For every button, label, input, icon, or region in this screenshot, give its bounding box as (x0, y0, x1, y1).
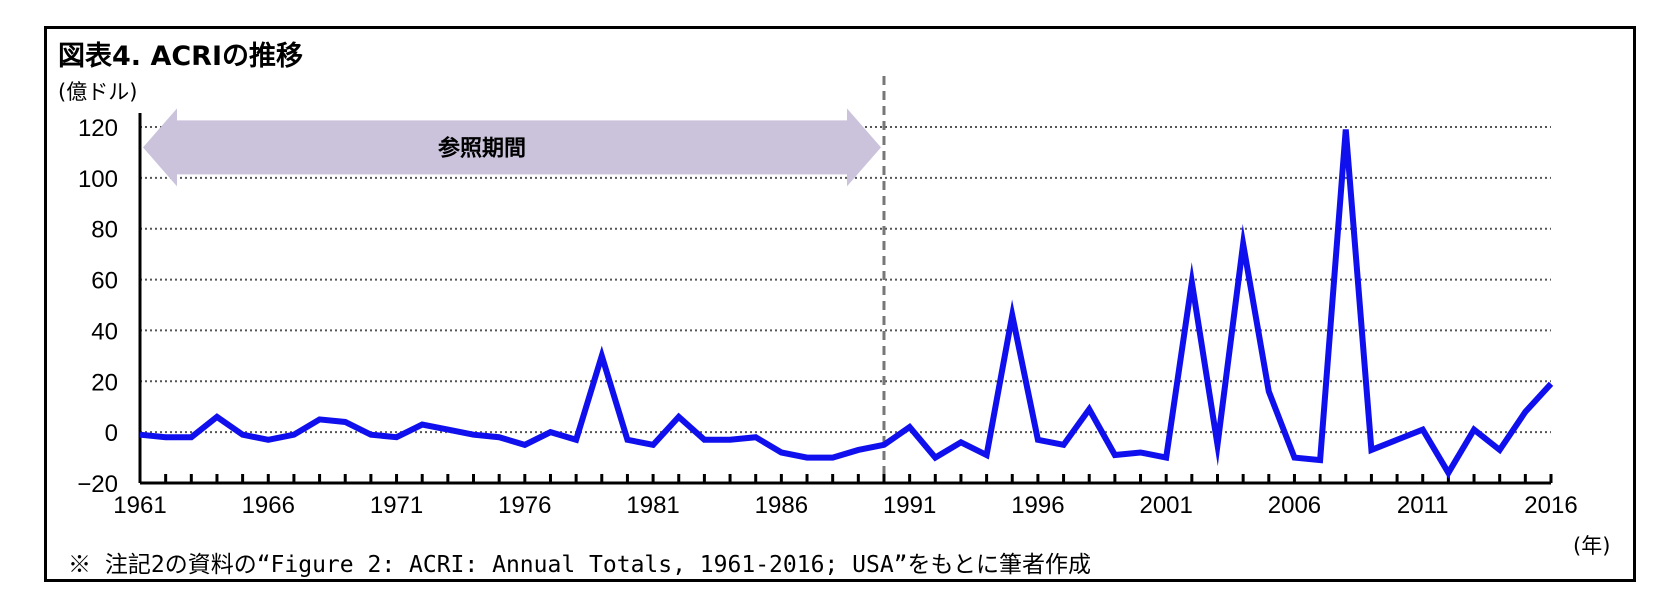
x-tick-label: 1966 (242, 492, 295, 519)
figure-title: 図表4. ACRIの推移 (58, 41, 303, 72)
x-tick-label: 1976 (498, 492, 551, 519)
reference-period-arrow (143, 108, 881, 187)
source-note: ※ 注記2の資料の“Figure 2: ACRI: Annual Totals,… (68, 552, 1092, 578)
x-tick-label: 2016 (1524, 492, 1577, 519)
y-tick-label: 40 (91, 318, 118, 345)
x-tick-label: 2001 (1139, 492, 1192, 519)
y-tick-label: 60 (91, 268, 118, 295)
y-tick-label: 100 (78, 166, 118, 193)
x-tick-label: 1981 (626, 492, 679, 519)
x-tick-label: 1991 (883, 492, 936, 519)
acri-series-line (139, 129, 1554, 479)
x-tick-label: 1986 (755, 492, 808, 519)
x-axis-unit: (年) (1573, 534, 1611, 558)
x-tick-label: 1996 (1011, 492, 1064, 519)
figure-frame (44, 26, 1636, 582)
y-tick-label: −20 (77, 471, 118, 498)
x-tick-label: 2006 (1268, 492, 1321, 519)
y-tick-label: 80 (91, 217, 118, 244)
x-tick-label: 2011 (1397, 492, 1449, 519)
x-tick-label: 1961 (113, 492, 166, 519)
y-tick-label: 0 (105, 420, 118, 447)
y-axis-unit: (億ドル) (58, 80, 138, 104)
y-tick-label: 120 (78, 115, 118, 142)
y-tick-label: 20 (91, 369, 118, 396)
reference-period-label: 参照期間 (438, 135, 526, 161)
x-tick-label: 1971 (370, 492, 423, 519)
